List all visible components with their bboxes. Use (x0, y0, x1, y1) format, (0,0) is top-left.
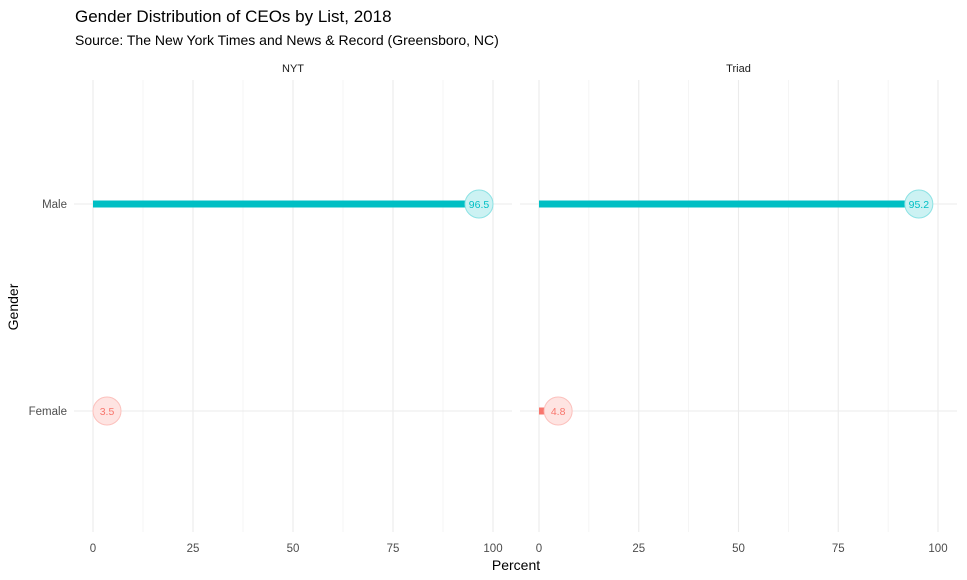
lollipop-point-male (464, 189, 494, 219)
lollipop-point-female (543, 396, 573, 426)
x-tick-label: 0 (536, 543, 542, 555)
y-axis-title: Gender (5, 283, 21, 330)
y-tick-label: Male (42, 199, 67, 211)
data-label-female: 4.8 (551, 406, 566, 418)
lollipop-point-male (904, 189, 934, 219)
chart-subtitle: Source: The New York Times and News & Re… (75, 32, 499, 48)
x-tick-label: 25 (632, 543, 645, 555)
x-tick-label: 100 (928, 543, 947, 555)
x-tick-label: 75 (832, 543, 845, 555)
lollipop-point-female (92, 396, 122, 426)
x-tick-label: 100 (483, 543, 502, 555)
x-tick-label: 25 (187, 543, 200, 555)
x-tick-label: 50 (732, 543, 745, 555)
y-tick-label: Female (29, 406, 67, 418)
x-axis-title: Percent (492, 557, 540, 573)
x-tick-label: 50 (287, 543, 300, 555)
panel-nyt: NYT 0 25 50 75 100 96.5 3.5 (74, 63, 512, 555)
facet-strip-label: Triad (726, 63, 751, 75)
panels-layer: NYT 0 25 50 75 100 96.5 3.5 Triad 0 25 50 75 100 95.2 4… (29, 63, 957, 555)
x-tick-label: 0 (90, 543, 96, 555)
panel-triad: Triad 0 25 50 75 100 95.2 4.8 (520, 63, 957, 555)
data-label-female: 3.5 (100, 406, 115, 418)
facet-strip-label: NYT (282, 63, 304, 75)
data-label-male: 95.2 (909, 199, 930, 211)
x-tick-label: 75 (387, 543, 400, 555)
data-label-male: 96.5 (469, 199, 490, 211)
chart-title: Gender Distribution of CEOs by List, 201… (75, 7, 392, 26)
